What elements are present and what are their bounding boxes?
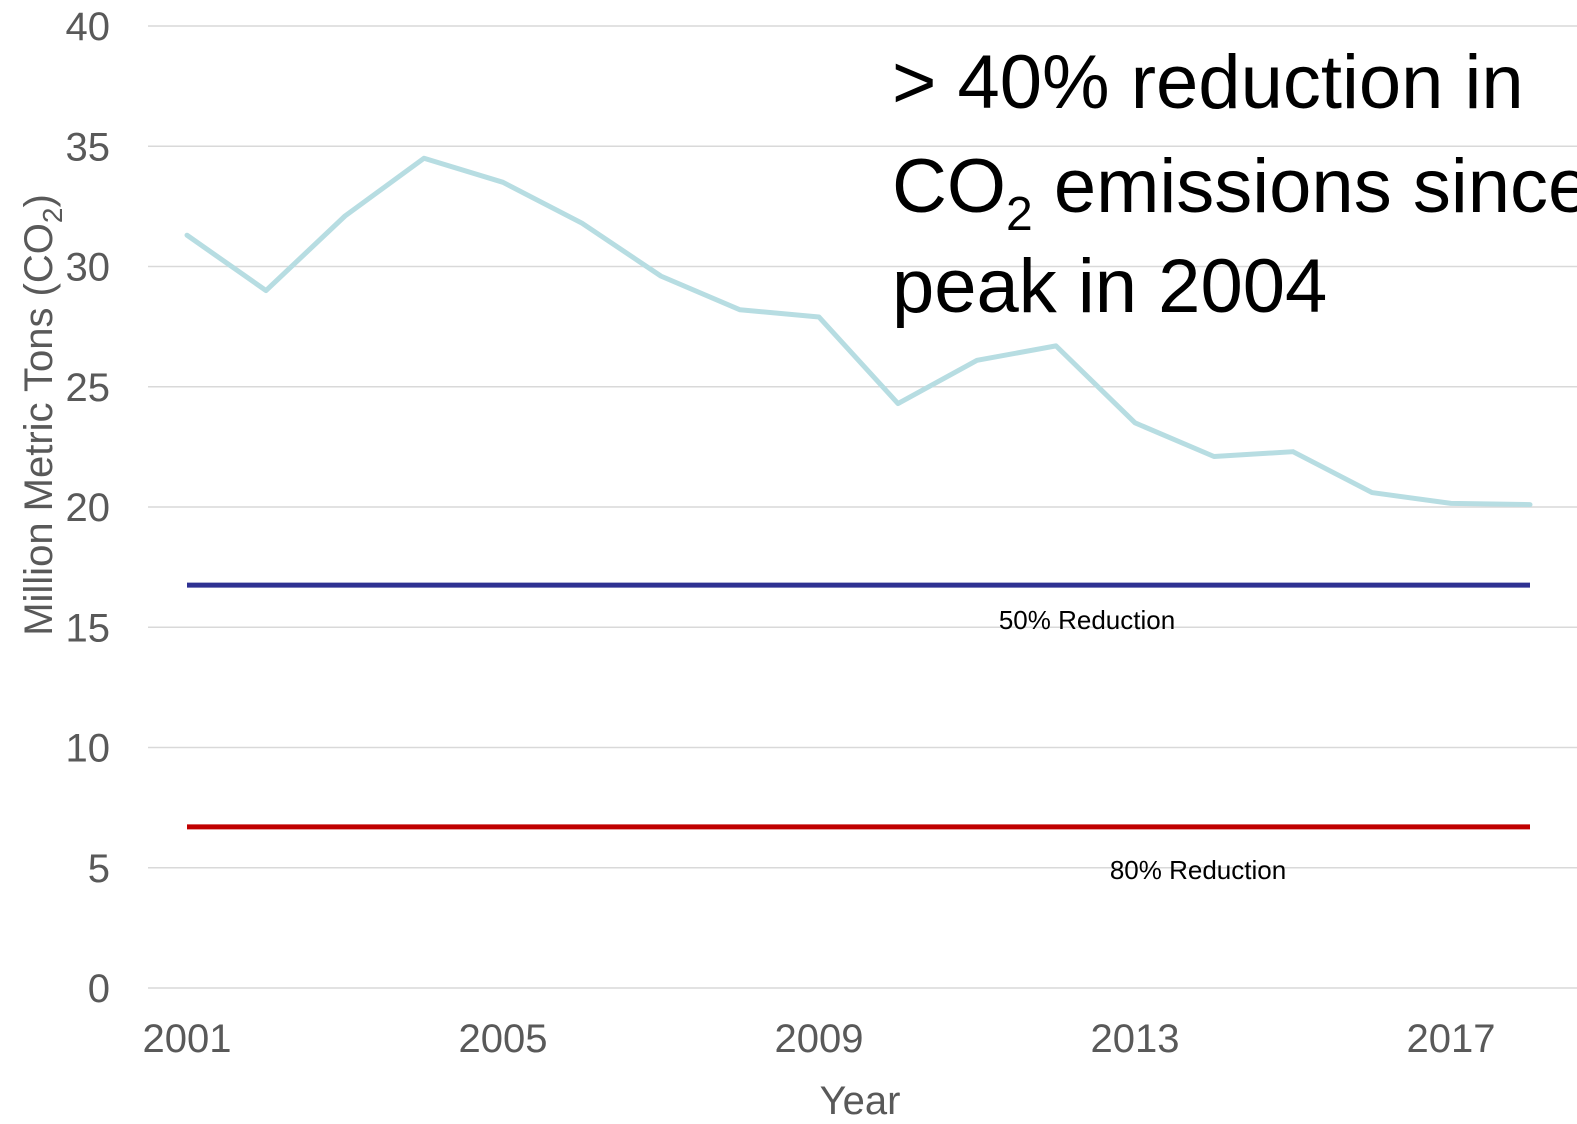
x-tick-label-2005: 2005	[459, 1017, 548, 1061]
annotation-line-2-subscript: 2	[1006, 188, 1033, 241]
y-tick-label-10: 10	[66, 727, 111, 771]
reference-line-label-1: 50% Reduction	[999, 605, 1175, 635]
gridlines	[148, 25, 1577, 989]
reference-line-label-2: 80% Reduction	[1110, 855, 1286, 885]
y-tick-label-0: 0	[88, 967, 110, 1011]
series-group	[184, 155, 1533, 508]
y-tick-label-20: 20	[66, 486, 111, 530]
y-axis-title: Million Metric Tons (CO2)	[17, 194, 68, 636]
y-tick-label-35: 35	[66, 125, 111, 169]
y-tick-label-15: 15	[66, 606, 111, 650]
x-tick-label-2001: 2001	[143, 1017, 232, 1061]
y-tick-label-40: 40	[66, 5, 111, 49]
x-tick-label-2013: 2013	[1091, 1017, 1180, 1061]
annotation: > 40% reduction in CO2 emissions since p…	[892, 40, 1577, 329]
y-axis-title-main: Million Metric Tons (CO	[17, 223, 61, 636]
y-tick-label-25: 25	[66, 366, 111, 410]
series-line-1	[184, 155, 1533, 508]
y-axis-title-close: )	[17, 194, 61, 207]
annotation-line-1: > 40% reduction in	[892, 40, 1524, 125]
y-tick-label-30: 30	[66, 246, 111, 290]
x-axis-title: Year	[820, 1079, 901, 1123]
annotation-line-3: peak in 2004	[892, 244, 1327, 329]
x-axis-ticks: 2001 2005 2009 2013 2017	[143, 1017, 1496, 1061]
y-axis-ticks: 0 5 10 15 20 25 30 35 40	[66, 5, 111, 1011]
reference-lines: 50% Reduction 80% Reduction	[187, 582, 1530, 885]
y-tick-label-5: 5	[88, 847, 110, 891]
x-tick-label-2017: 2017	[1407, 1017, 1496, 1061]
x-tick-label-2009: 2009	[775, 1017, 864, 1061]
y-axis-title-subscript: 2	[37, 208, 68, 224]
annotation-line-2-post: emissions since	[1033, 144, 1577, 229]
annotation-line-2: CO2 emissions since	[892, 144, 1577, 241]
annotation-line-2-pre: CO	[892, 144, 1006, 229]
